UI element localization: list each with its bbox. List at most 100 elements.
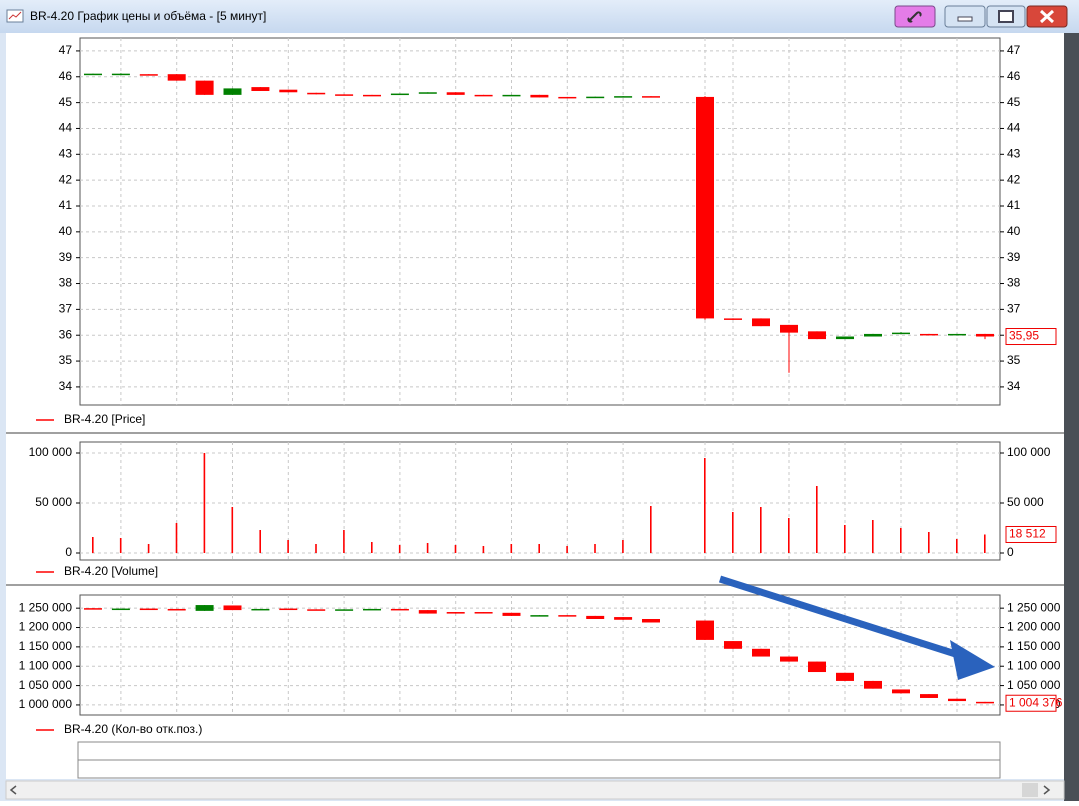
candle-body [335, 94, 354, 96]
y-tick-label-right: 0 [1007, 545, 1014, 559]
y-tick-label: 50 000 [35, 495, 72, 509]
candle-body [948, 698, 966, 702]
y-tick-label: 1 250 000 [19, 600, 73, 614]
bar [119, 538, 122, 553]
candle-body [558, 96, 577, 99]
bar [650, 506, 652, 553]
arrow-shaft [718, 575, 967, 661]
charts: 3434353536363737383839394040414142424343… [19, 37, 1063, 778]
candle-body [363, 94, 381, 97]
bar [928, 532, 930, 553]
candle-body [586, 96, 605, 99]
y-tick-label: 46 [59, 69, 73, 83]
scroll-thumb[interactable] [1022, 783, 1038, 797]
candle-body [251, 608, 270, 611]
bar [704, 458, 706, 553]
bar [984, 534, 986, 553]
y-tick-label-right: 50 000 [1007, 495, 1044, 509]
candle-body [642, 96, 660, 98]
candle-body [614, 617, 633, 620]
y-tick-label-right: 1 150 000 [1007, 639, 1061, 653]
y-tick-label: 39 [59, 250, 73, 264]
last-value-flag [1005, 525, 1057, 543]
candle-body [948, 333, 966, 336]
y-tick-label: 34 [59, 379, 73, 393]
y-tick-label: 36 [59, 327, 73, 341]
bar [426, 543, 429, 553]
bar [454, 545, 457, 553]
bar [844, 525, 846, 553]
bar [510, 544, 513, 553]
y-tick-label-right: 1 100 000 [1007, 658, 1061, 672]
y-tick-label-right: 1 050 000 [1007, 678, 1061, 692]
y-tick-label: 40 [59, 224, 73, 238]
plot-area [79, 37, 1001, 406]
candle-body [446, 612, 465, 614]
y-tick-label-right: 41 [1007, 198, 1021, 212]
y-tick-label: 38 [59, 276, 73, 290]
candle-body [390, 93, 409, 96]
y-tick-label: 1 100 000 [19, 658, 73, 672]
candle-body [780, 324, 798, 333]
y-tick-label-right: 43 [1007, 146, 1021, 160]
candle-body [139, 74, 158, 76]
y-tick-label-right: 38 [1007, 276, 1021, 290]
last-value-label: 1 004 376 [1009, 695, 1063, 709]
y-tick-label-right: 1 200 000 [1007, 620, 1061, 634]
bar [203, 453, 206, 553]
y-tick-label: 1 050 000 [19, 678, 73, 692]
candle-body [502, 94, 521, 97]
arrow-head [950, 640, 995, 680]
last-value-flag [1005, 694, 1057, 712]
candle-body [307, 92, 326, 95]
bar [594, 544, 596, 553]
candle-body [864, 680, 882, 689]
candle-body [251, 87, 270, 91]
bar [788, 518, 790, 553]
candle-body [920, 694, 938, 698]
candle-body [752, 648, 770, 657]
candle-body [586, 615, 605, 619]
app-icon-line [8, 11, 22, 20]
candle-body [111, 608, 130, 611]
candle-body [195, 80, 214, 95]
candle-body [864, 333, 882, 337]
bar [231, 507, 234, 553]
candle-body [642, 619, 660, 623]
candle-body [223, 605, 242, 611]
y-tick-label: 1 000 000 [19, 697, 73, 711]
bar [398, 545, 401, 553]
candle-body [808, 661, 826, 673]
candle-body [724, 641, 742, 649]
candle-body [752, 318, 770, 327]
candle-body [836, 336, 854, 340]
y-tick-label: 100 000 [29, 445, 73, 459]
y-tick-label-right: 1 250 000 [1007, 600, 1061, 614]
candle-body [892, 689, 910, 694]
legend-label: BR-4.20 [Volume] [64, 564, 158, 578]
y-tick-label: 37 [59, 302, 73, 316]
trend-arrow [718, 575, 995, 680]
link-button[interactable] [894, 5, 936, 28]
candle-body [418, 92, 437, 94]
close-icon [1039, 9, 1055, 24]
candle-body [390, 608, 409, 611]
candle-body [111, 73, 130, 76]
bar [343, 530, 345, 553]
y-tick-label: 1 200 000 [19, 620, 73, 634]
h-scrollbar[interactable] [5, 780, 1065, 800]
bar [900, 528, 902, 553]
link-icon [907, 11, 922, 23]
candle-body [614, 96, 633, 98]
bar [816, 486, 818, 553]
scroll-left[interactable] [9, 785, 17, 795]
bar [175, 523, 178, 553]
candle-body [530, 94, 549, 98]
bar [482, 546, 485, 553]
bar [732, 512, 734, 553]
candle-body [279, 89, 298, 93]
scroll-right[interactable] [1043, 785, 1051, 795]
candle-body [195, 605, 214, 611]
